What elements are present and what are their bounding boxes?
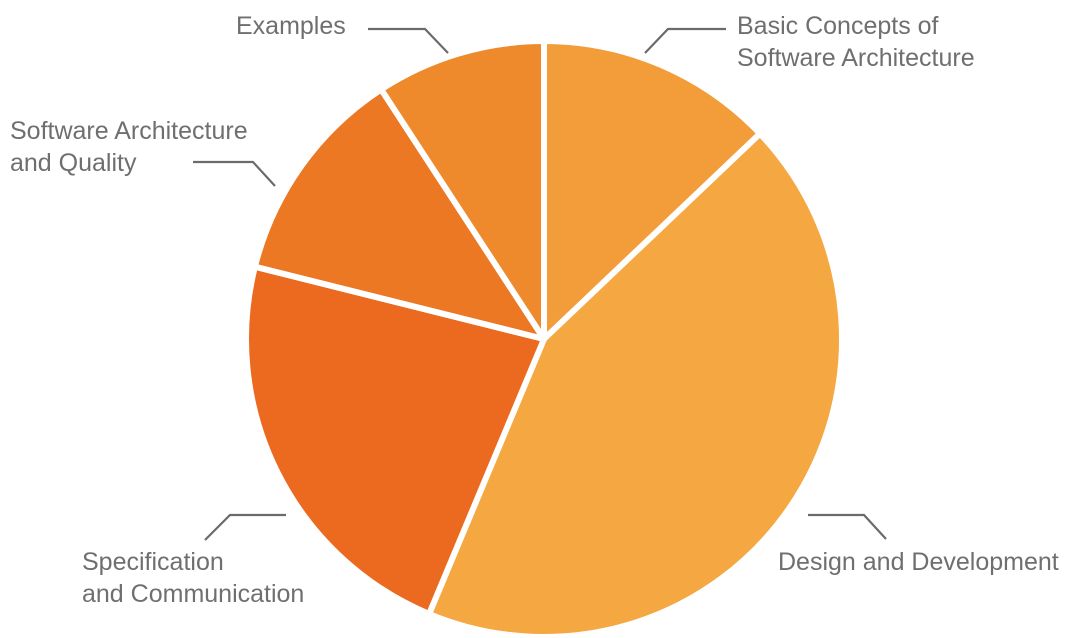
slice-label-line: Software Architecture <box>737 44 975 72</box>
slice-label-basic-concepts: Basic Concepts of Software Architecture <box>737 12 975 72</box>
slice-label-line: and Quality <box>10 149 137 177</box>
leader-line-basic-concepts <box>645 29 726 53</box>
pie-slices <box>246 41 842 637</box>
slice-label-line: Examples <box>236 12 346 40</box>
leader-line-design-development <box>808 515 886 539</box>
slice-label-line: Basic Concepts of <box>737 12 939 40</box>
leader-line-architecture-quality <box>193 162 275 186</box>
slice-label-line: and Communication <box>82 580 304 608</box>
slice-label-architecture-quality: Software Architecture and Quality <box>10 117 255 177</box>
leader-line-examples <box>368 29 448 53</box>
slice-label-design-development: Design and Development <box>778 548 1059 576</box>
slice-label-line: Design and Development <box>778 548 1059 576</box>
slice-label-line: Specification <box>82 548 224 576</box>
slice-label-examples: Examples <box>236 12 346 40</box>
slice-label-specification: Specification and Communication <box>82 548 304 608</box>
slice-label-line: Software Architecture <box>10 117 248 145</box>
leader-line-specification <box>205 515 286 540</box>
